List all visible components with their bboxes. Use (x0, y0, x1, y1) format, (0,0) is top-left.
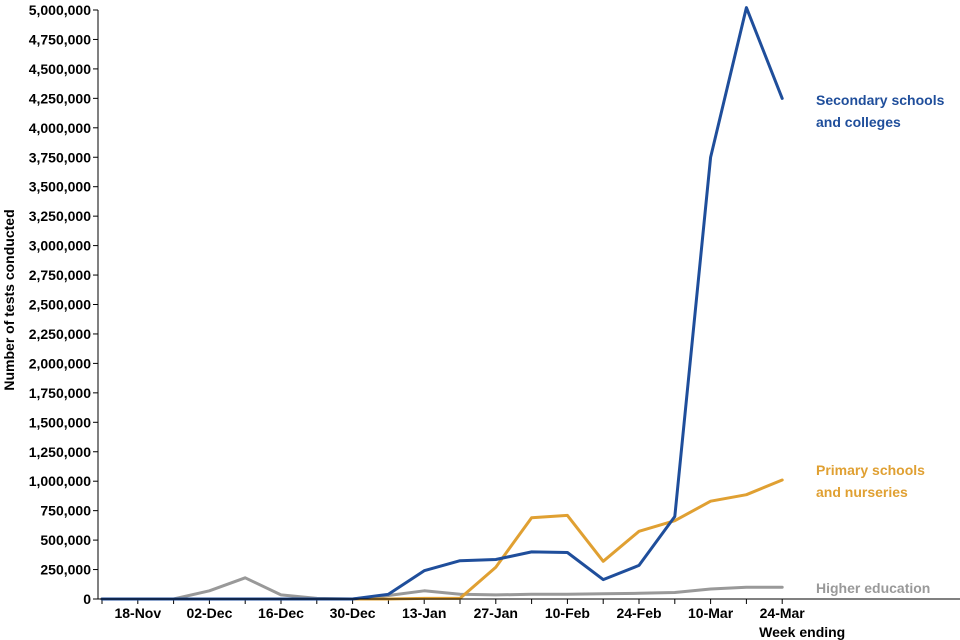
series-label: Primary schools and nurseries (816, 462, 925, 500)
x-tick-label: 10-Feb (545, 605, 590, 621)
series-lines (100, 6, 784, 601)
y-tick-label: 3,750,000 (29, 149, 91, 165)
series-line-higher-education (100, 576, 784, 601)
series-line-secondary-schools-and-colleges (100, 6, 784, 601)
y-tick-label: 2,750,000 (29, 267, 91, 283)
y-tick-label: 2,000,000 (29, 355, 91, 371)
y-tick-label: 4,750,000 (29, 31, 91, 47)
y-tick-label: 3,250,000 (29, 208, 91, 224)
y-tick-label: 3,500,000 (29, 179, 91, 195)
y-tick-label: 250,000 (40, 562, 91, 578)
y-tick-label: 4,000,000 (29, 120, 91, 136)
y-tick-label: 750,000 (40, 503, 91, 519)
y-tick-label: 500,000 (40, 532, 91, 548)
x-tick-label: 27-Jan (474, 605, 518, 621)
x-axis-title: Week ending (759, 624, 845, 640)
y-tick-label: 1,750,000 (29, 385, 91, 401)
y-tick-label: 2,250,000 (29, 326, 91, 342)
x-tick-label: 24-Feb (616, 605, 661, 621)
y-axis-ticks: 0 250,000 500,000 750,000 1,000,000 1,250,000… (29, 2, 98, 607)
x-tick-label: 24-Mar (760, 605, 806, 621)
y-tick-label: 1,250,000 (29, 444, 91, 460)
y-tick-label: 3,000,000 (29, 238, 91, 254)
y-tick-label: 2,500,000 (29, 297, 91, 313)
y-tick-label: 1,500,000 (29, 414, 91, 430)
y-tick-label: 0 (83, 591, 91, 607)
x-axis-ticks: 18-Nov 02-Dec 16-Dec 30-Dec 13-Jan 27-Jan 10-F… (101, 599, 806, 621)
y-tick-label: 5,000,000 (29, 2, 91, 18)
series-line-primary-schools-and-nurseries (100, 478, 784, 601)
x-tick-label: 10-Mar (688, 605, 734, 621)
x-tick-label: 16-Dec (258, 605, 304, 621)
x-tick-label: 02-Dec (186, 605, 232, 621)
y-tick-label: 4,500,000 (29, 61, 91, 77)
series-labels: Secondary schools and colleges Primary sch… (816, 92, 945, 596)
x-tick-label: 30-Dec (330, 605, 376, 621)
x-tick-label: 18-Nov (114, 605, 161, 621)
y-tick-label: 4,250,000 (29, 90, 91, 106)
y-axis-title: Number of tests conducted (1, 209, 17, 390)
y-tick-label: 1,000,000 (29, 473, 91, 489)
series-label: Secondary schools and colleges (816, 92, 945, 130)
series-label: Higher education (816, 580, 930, 596)
x-tick-label: 13-Jan (402, 605, 446, 621)
